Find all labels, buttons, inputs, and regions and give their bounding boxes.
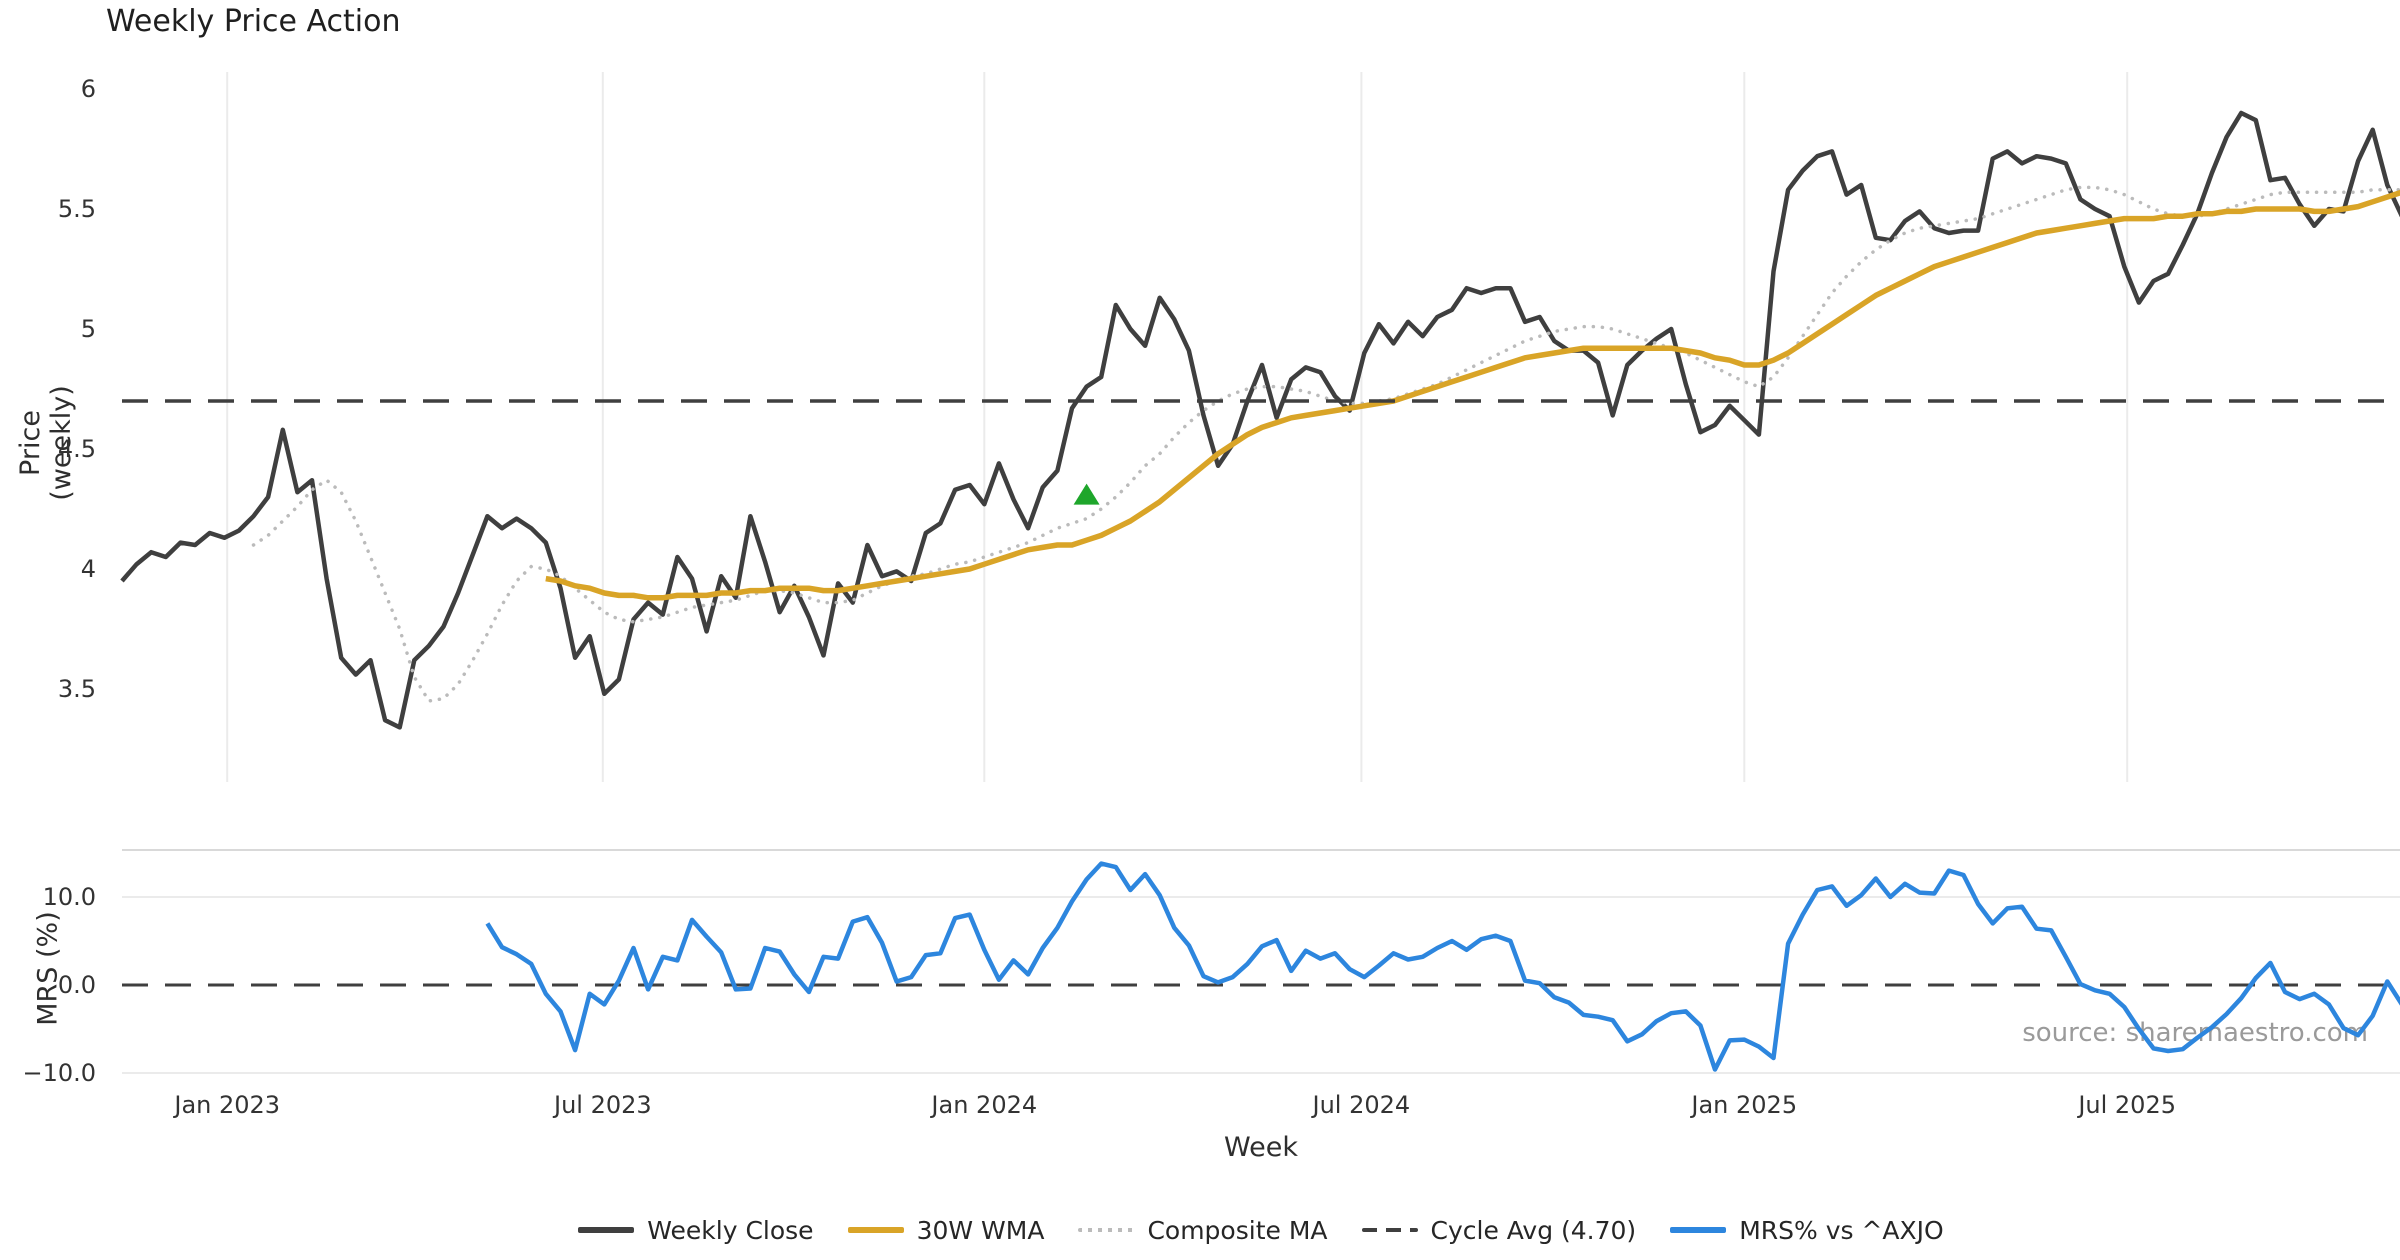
legend-swatch-solid (1670, 1227, 1727, 1233)
legend-item: MRS% vs ^AXJO (1670, 1216, 1944, 1245)
legend-item: Cycle Avg (4.70) (1361, 1215, 1637, 1245)
legend-label: Weekly Close (647, 1215, 814, 1245)
series-weekly-close (120, 110, 2400, 730)
legend-label: MRS% vs ^AXJO (1739, 1215, 1944, 1245)
series-wma-30w (545, 189, 2400, 601)
legend: Weekly Close 30W WMA Composite MA Cycle Avg… (122, 1212, 2400, 1248)
buy-signal-triangle (1073, 483, 1100, 505)
legend-swatch-dashed (1361, 1228, 1418, 1232)
legend-item: Composite MA (1078, 1215, 1328, 1245)
chart-title: Weekly Price Action (106, 4, 401, 39)
source-watermark: source: sharemaestro.com (2022, 1018, 2368, 1048)
legend-label: Cycle Avg (4.70) (1430, 1215, 1637, 1245)
series-mrs (485, 861, 2400, 1072)
series-composite-ma (251, 185, 2400, 703)
legend-item: Weekly Close (578, 1215, 814, 1245)
legend-label: Composite MA (1147, 1215, 1328, 1245)
legend-swatch-solid (578, 1227, 635, 1233)
legend-item: 30W WMA (847, 1215, 1045, 1245)
legend-swatch-solid (847, 1227, 904, 1233)
legend-swatch-dotted (1078, 1228, 1135, 1232)
legend-label: 30W WMA (916, 1215, 1045, 1245)
